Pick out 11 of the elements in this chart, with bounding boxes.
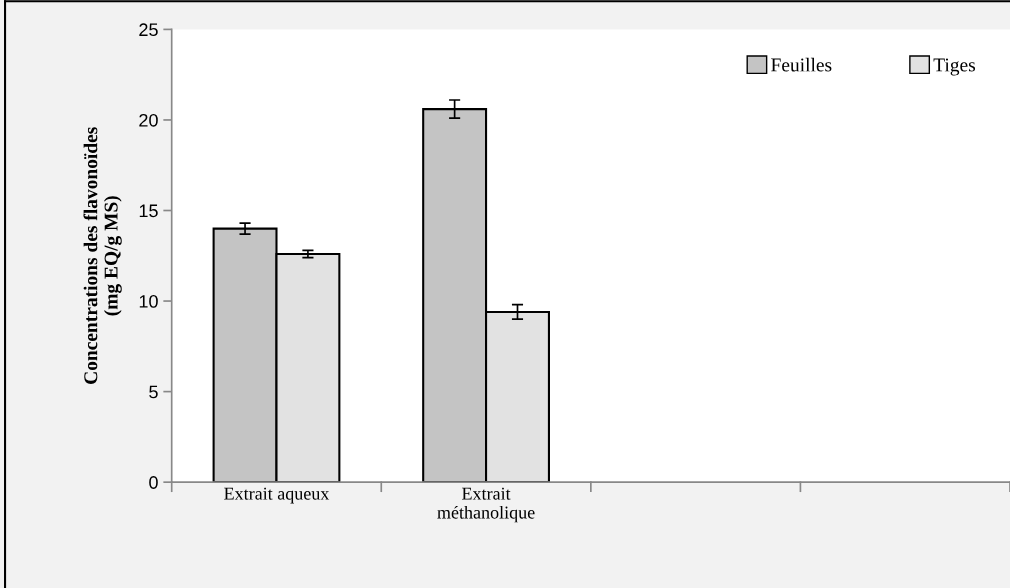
y-tick-label: 15 bbox=[139, 204, 158, 218]
y-tick-label: 10 bbox=[139, 294, 158, 308]
x-tick-label: Extrait aqueux bbox=[224, 487, 330, 504]
y-tick-label: 25 bbox=[139, 23, 158, 37]
x-tick-label: Extrait méthanolique bbox=[437, 487, 535, 523]
y-tick-label: 5 bbox=[149, 385, 158, 399]
legend-label: Tiges bbox=[933, 58, 976, 76]
y-axis-title: Concentrations des flavonoïdes (mg EQ/g MS) bbox=[83, 127, 122, 384]
y-tick-label: 0 bbox=[149, 476, 158, 489]
y-tick-label: 20 bbox=[139, 113, 158, 127]
legend-label: Feuilles bbox=[771, 57, 832, 72]
